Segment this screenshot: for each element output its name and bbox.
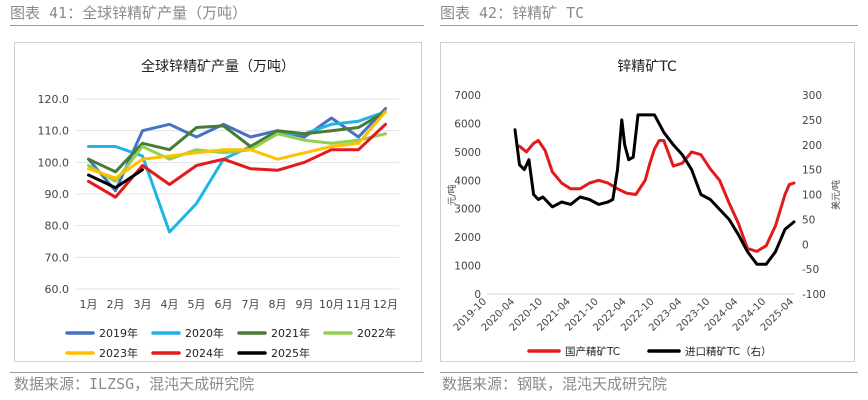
production-chart: 全球锌精矿产量（万吨） 60.0 70.0 80.0 90.0 100.0 110.0 120… [38, 58, 399, 360]
legend-label: 2025年 [271, 346, 310, 360]
legend-label: 2021年 [271, 326, 310, 340]
x-tick-label: 4月 [161, 298, 179, 311]
legend-label: 2024年 [185, 346, 224, 360]
y-right-tick-label: 200 [802, 140, 822, 152]
legend-label: 2020年 [185, 326, 224, 340]
y-left-tick-label: 5000 [454, 147, 481, 159]
series-line-2025年 [87, 168, 144, 190]
y-left-tick-label: 1000 [454, 261, 481, 273]
y-left-tick-label: 7000 [454, 90, 481, 102]
y-tick-label: 90.0 [45, 188, 70, 201]
right-header-rule [440, 25, 858, 26]
y-left-axis-label: 元/吨 [446, 184, 458, 205]
y-right-tick-label: -100 [802, 289, 826, 301]
series-line-2022年 [87, 132, 387, 183]
right-footer-rule [440, 372, 858, 373]
x-tick-label: 10月 [319, 298, 344, 311]
x-tick-label: 5月 [188, 298, 206, 311]
chart-title: 全球锌精矿产量（万吨） [141, 58, 295, 75]
series-line-2024年 [87, 122, 387, 199]
y-tick-label: 100.0 [38, 156, 70, 169]
series-line-进口精矿TC（右） [513, 113, 796, 266]
left-source-note: 数据来源：ILZSG，混沌天成研究院 [14, 375, 255, 393]
right-source-note: 数据来源：钢联，混沌天成研究院 [442, 375, 668, 393]
y-right-tick-label: 150 [802, 165, 822, 177]
y-tick-label: 110.0 [38, 125, 70, 138]
y-left-tick-label: 3000 [454, 204, 481, 216]
y-right-tick-label: 0 [802, 239, 809, 251]
legend-label: 2023年 [99, 346, 138, 360]
series-line-2023年 [87, 110, 387, 180]
legend-label: 国产精矿TC [565, 345, 620, 358]
series-line-国产精矿TC [518, 139, 796, 253]
x-tick-label: 2月 [107, 298, 125, 311]
y-right-tick-label: 100 [802, 190, 822, 202]
y-right-tick-label: 50 [802, 214, 815, 226]
x-tick-label: 6月 [215, 298, 233, 311]
y-left-tick-label: 4000 [454, 175, 481, 187]
y-tick-label: 120.0 [38, 93, 70, 106]
left-figure-title: 图表 41：全球锌精矿产量（万吨） [10, 4, 248, 22]
tc-chart: 锌精矿TC01000200030004000500060007000-100-5… [446, 59, 842, 358]
chart-title: 锌精矿TC [617, 59, 677, 75]
y-tick-label: 70.0 [45, 251, 70, 264]
x-tick-label: 7月 [242, 298, 260, 311]
x-tick-label: 1月 [80, 298, 98, 311]
y-tick-label: 60.0 [45, 283, 70, 296]
left-header-rule [10, 25, 424, 26]
y-left-tick-label: 2000 [454, 232, 481, 244]
series-line-2019年 [87, 107, 387, 193]
y-left-tick-label: 0 [474, 289, 481, 301]
series-line-2021年 [87, 110, 387, 174]
x-tick-label: 8月 [269, 298, 287, 311]
y-tick-label: 80.0 [45, 220, 70, 233]
right-figure-title: 图表 42：锌精矿 TC [440, 4, 585, 22]
legend-label: 进口精矿TC（右） [685, 345, 772, 358]
legend-label: 2019年 [99, 326, 138, 340]
y-right-tick-label: 300 [802, 90, 822, 102]
x-tick-label: 11月 [346, 298, 371, 311]
y-right-tick-label: -50 [802, 264, 819, 276]
x-tick-label: 12月 [373, 298, 398, 311]
y-right-tick-label: 250 [802, 115, 822, 127]
y-left-tick-label: 6000 [454, 118, 481, 130]
x-tick-label: 3月 [134, 298, 152, 311]
left-footer-rule [10, 372, 424, 373]
x-tick-label: 9月 [296, 298, 314, 311]
legend-label: 2022年 [357, 326, 396, 340]
production-chart-panel: 全球锌精矿产量（万吨） 60.0 70.0 80.0 90.0 100.0 110.0 120… [14, 42, 422, 362]
y-right-axis-label: 美元/吨 [830, 180, 842, 210]
tc-chart-panel: 锌精矿TC 0 1000 2000 3000 4000 5000 6000 7000 -100 -5… [440, 42, 855, 362]
